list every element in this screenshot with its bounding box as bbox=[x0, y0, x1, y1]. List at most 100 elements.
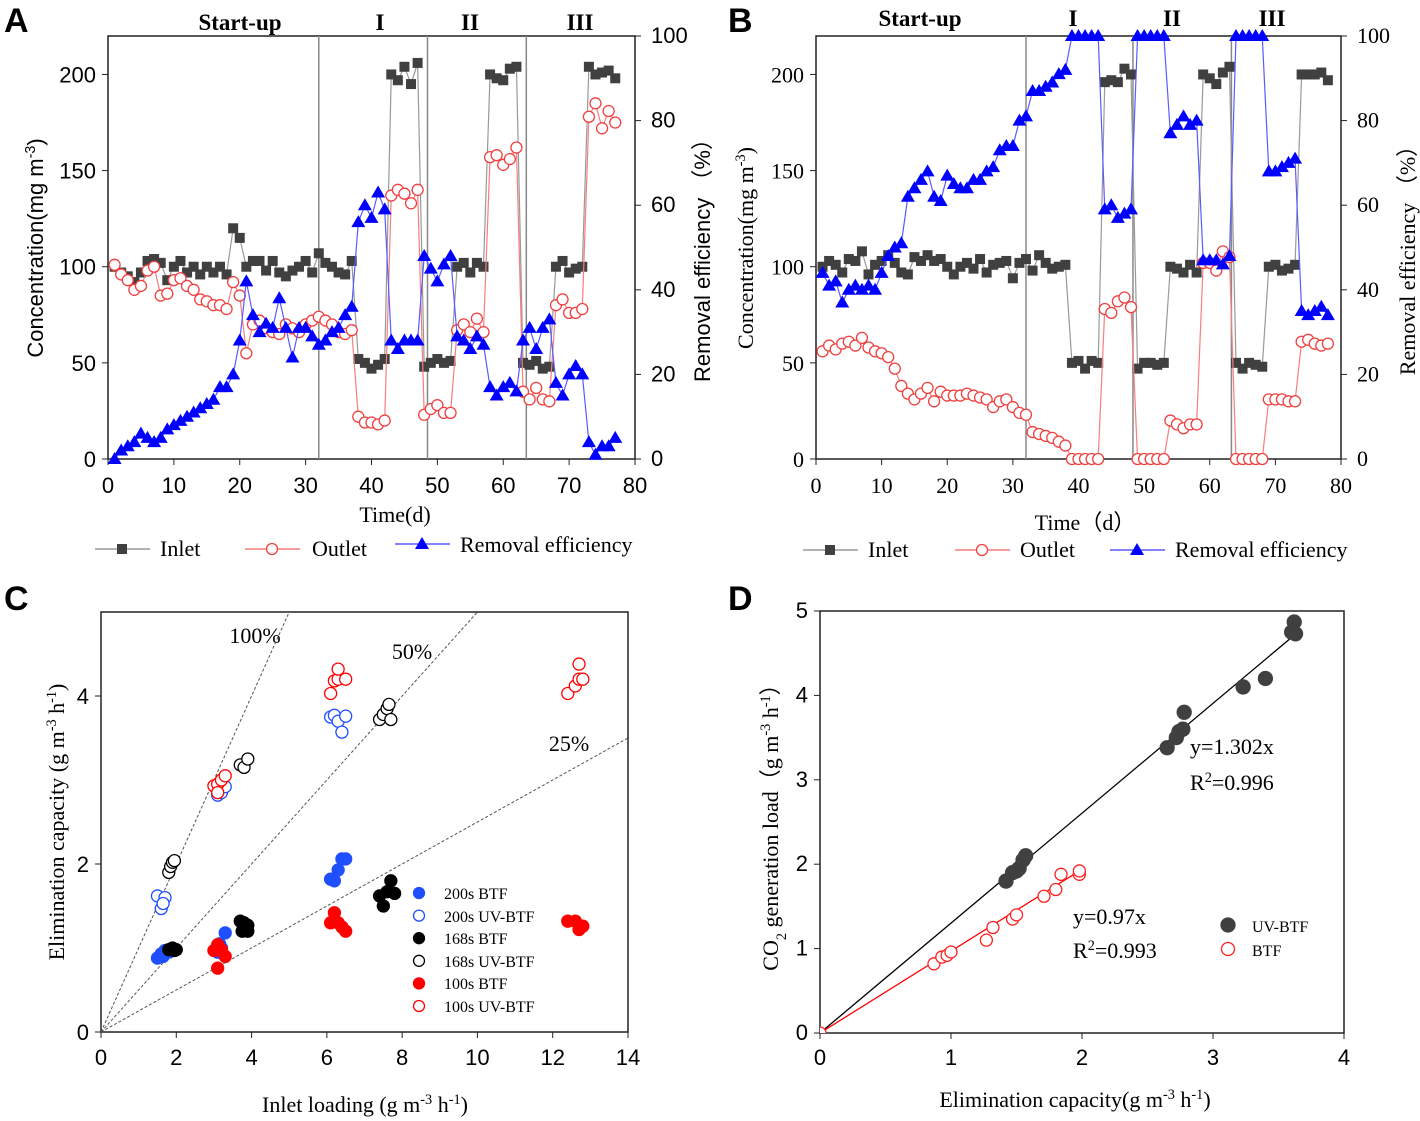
data-point-100s-uv-btf bbox=[339, 672, 353, 686]
x-tick-label: 0 bbox=[95, 1045, 107, 1070]
y-left-axis-title: Concentration(mg m-3) bbox=[733, 147, 758, 349]
data-point-uv-btf bbox=[1018, 848, 1034, 864]
data-point-inlet bbox=[1139, 357, 1150, 368]
y-tick-label: 0 bbox=[77, 1020, 89, 1045]
data-point-inlet bbox=[570, 263, 581, 274]
data-point-removal-efficiency bbox=[1176, 109, 1191, 122]
label-part: Elimination capacity(g m bbox=[939, 1087, 1163, 1112]
data-point-inlet bbox=[182, 267, 193, 278]
label-part: ) bbox=[23, 138, 48, 145]
r-squared-btf: R2=0.993 bbox=[1073, 938, 1157, 963]
label-part: -1 bbox=[44, 691, 60, 703]
y-axis-title: Elimination capacity (g m-3 h-1) bbox=[44, 684, 69, 961]
data-point-outlet bbox=[503, 152, 516, 166]
x-tick-label: 6 bbox=[321, 1045, 333, 1070]
data-point-inlet bbox=[307, 267, 318, 278]
data-point-removal-efficiency bbox=[914, 172, 928, 185]
data-point-outlet bbox=[609, 116, 622, 129]
data-point-inlet bbox=[531, 355, 542, 366]
data-point-inlet bbox=[1066, 357, 1077, 368]
y-left-tick-label: 100 bbox=[59, 255, 96, 280]
data-point-200s-btf bbox=[327, 874, 342, 888]
data-point-removal-efficiency bbox=[324, 325, 339, 338]
data-point-removal-efficiency bbox=[357, 198, 372, 211]
label-part: =0.996 bbox=[1212, 770, 1274, 795]
data-point-inlet bbox=[1086, 355, 1097, 366]
label-part: -1 bbox=[1191, 1087, 1203, 1103]
data-point-removal-efficiency bbox=[351, 215, 366, 228]
data-point-inlet bbox=[1034, 250, 1045, 261]
y-left-tick-label: 100 bbox=[771, 255, 804, 280]
data-point-removal-efficiency bbox=[259, 316, 274, 329]
data-point-outlet bbox=[1019, 408, 1033, 421]
data-point-200s-btf bbox=[331, 863, 345, 877]
data-point-uv-btf bbox=[1176, 704, 1192, 720]
data-point-removal-efficiency bbox=[410, 333, 425, 346]
y-right-axis-title: Removal efficiency （%） bbox=[1395, 135, 1420, 375]
data-point-outlet bbox=[1190, 418, 1203, 431]
legend-label-outlet-b: Outlet bbox=[1020, 537, 1075, 562]
data-point-inlet bbox=[241, 261, 252, 272]
data-point-removal-efficiency bbox=[1156, 29, 1171, 41]
x-tick-label: 8 bbox=[396, 1045, 408, 1070]
data-point-inlet bbox=[948, 269, 959, 280]
data-point-inlet bbox=[359, 357, 370, 368]
data-point-inlet bbox=[419, 361, 430, 372]
data-point-removal-efficiency bbox=[887, 240, 902, 253]
legend-marker-btf bbox=[1220, 941, 1236, 957]
label-part: generation load（g m bbox=[758, 736, 783, 933]
data-point-inlet bbox=[406, 79, 417, 90]
data-point-outlet bbox=[134, 279, 148, 293]
data-point-100s-uv-btf bbox=[218, 769, 232, 783]
data-point-inlet bbox=[471, 257, 482, 268]
x-tick-label: 0 bbox=[811, 473, 822, 498]
data-point-removal-efficiency bbox=[588, 447, 603, 460]
data-point-200s-uv-btf bbox=[156, 896, 170, 911]
data-point-inlet bbox=[168, 261, 179, 272]
data-point-inlet bbox=[824, 255, 835, 266]
data-point-removal-efficiency bbox=[868, 282, 883, 295]
data-point-removal-efficiency bbox=[1288, 151, 1303, 164]
data-point-inlet bbox=[955, 261, 966, 272]
data-point-inlet bbox=[1152, 359, 1163, 370]
data-point-removal-efficiency bbox=[469, 329, 484, 342]
label-part: h bbox=[1175, 1087, 1192, 1112]
data-point-inlet bbox=[1231, 357, 1241, 368]
plot-frame bbox=[107, 35, 636, 460]
y-left-tick-label: 50 bbox=[72, 351, 96, 376]
data-point-outlet bbox=[927, 395, 941, 408]
data-point-removal-efficiency bbox=[575, 367, 590, 380]
data-point-inlet bbox=[1309, 69, 1320, 80]
data-point-inlet bbox=[445, 355, 456, 366]
data-point-inlet bbox=[896, 267, 907, 278]
data-point-inlet bbox=[313, 248, 324, 259]
data-point-removal-efficiency bbox=[601, 439, 616, 452]
data-point-inlet bbox=[261, 265, 272, 276]
x-tick-label: 60 bbox=[1199, 473, 1221, 498]
y-right-tick-label: 20 bbox=[1357, 361, 1379, 386]
data-point-removal-efficiency bbox=[193, 401, 208, 414]
data-point-removal-efficiency bbox=[456, 333, 471, 346]
data-point-outlet bbox=[1059, 439, 1072, 452]
data-point-removal-efficiency bbox=[1110, 210, 1125, 223]
x-tick-label: 20 bbox=[936, 473, 958, 498]
data-point-outlet bbox=[855, 331, 869, 345]
data-point-inlet bbox=[1080, 363, 1091, 374]
data-point-inlet bbox=[340, 269, 351, 280]
y-tick-label: 2 bbox=[796, 851, 808, 876]
phase-label-iii-b: III bbox=[1259, 6, 1286, 31]
data-point-inlet bbox=[909, 252, 920, 263]
data-point-inlet bbox=[511, 61, 522, 72]
plot-area bbox=[820, 614, 1304, 1033]
data-point-100s-uv-btf bbox=[331, 662, 345, 676]
data-point-removal-efficiency bbox=[529, 342, 544, 355]
y-left-tick-label: 200 bbox=[59, 62, 96, 87]
data-point-removal-efficiency bbox=[1038, 79, 1053, 92]
data-point-removal-efficiency bbox=[232, 333, 247, 346]
x-tick-label: 40 bbox=[359, 473, 383, 498]
data-point-removal-efficiency bbox=[815, 265, 830, 278]
label-part: -3 bbox=[1163, 1087, 1175, 1103]
legend-marker-168s-uv-btf bbox=[412, 954, 426, 967]
data-point-removal-efficiency bbox=[1051, 67, 1066, 80]
